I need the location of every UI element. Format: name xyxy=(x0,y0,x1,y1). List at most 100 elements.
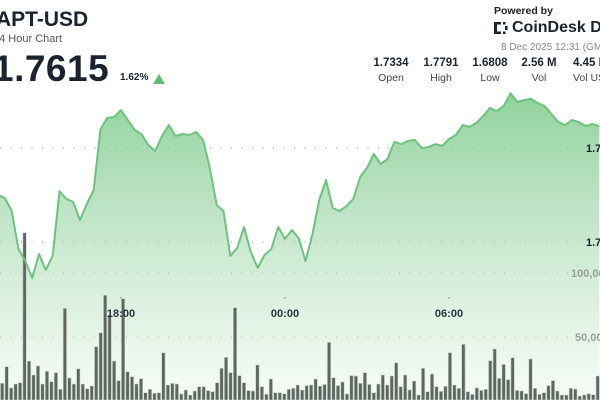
volume-bar xyxy=(36,365,40,400)
volume-bar xyxy=(501,364,506,400)
volume-bar xyxy=(586,393,591,400)
volume-bar xyxy=(152,392,157,400)
volume-axis-label: 50,000 xyxy=(575,332,600,344)
volume-bar xyxy=(22,232,27,400)
volume-bar xyxy=(44,370,49,400)
volume-bar xyxy=(456,387,461,400)
volume-bar xyxy=(425,391,430,400)
volume-bar xyxy=(89,385,94,400)
volume-bar xyxy=(147,388,152,400)
volume-bar xyxy=(300,389,305,400)
stat-label: Low xyxy=(480,72,500,84)
volume-bar xyxy=(380,374,385,400)
volume-bar xyxy=(519,390,524,400)
volume-bar xyxy=(156,392,161,400)
volume-bar xyxy=(107,314,112,400)
volume-bar xyxy=(116,380,121,400)
volume-bar xyxy=(533,387,538,400)
volume-bar xyxy=(197,386,202,400)
volume-bar xyxy=(474,387,479,400)
volume-bar xyxy=(112,360,117,400)
volume-bar xyxy=(403,374,408,400)
volume-bar xyxy=(322,384,327,400)
stat-vol-usd: 4.45 M Vol USD xyxy=(573,57,600,84)
volume-axis-label: 100,000 xyxy=(571,268,600,280)
volume-bar xyxy=(228,372,233,400)
volume-bar xyxy=(304,385,309,400)
volume-bar xyxy=(98,332,103,400)
volume-bar xyxy=(488,360,493,400)
volume-bar xyxy=(233,307,238,400)
volume-bar xyxy=(250,390,255,400)
x-axis-label: 18:00 xyxy=(107,308,135,320)
volume-bar xyxy=(9,387,14,400)
volume-bar xyxy=(85,388,90,400)
volume-bar xyxy=(550,380,555,400)
volume-bar xyxy=(577,395,582,400)
volume-bar xyxy=(210,391,215,400)
volume-bar xyxy=(71,383,76,400)
stat-value: 1.7791 xyxy=(423,57,459,69)
volume-bar xyxy=(421,367,426,400)
volume-bar xyxy=(331,377,336,400)
stat-label: Open xyxy=(378,72,404,84)
volume-bar xyxy=(447,352,452,400)
volume-bar xyxy=(358,382,363,400)
volume-bar xyxy=(412,380,417,400)
volume-bar xyxy=(443,385,448,400)
volume-bar xyxy=(439,390,443,400)
volume-bar xyxy=(165,384,170,400)
stat-label: Vol USD xyxy=(573,72,600,84)
volume-bar xyxy=(273,392,278,400)
chart-period: 24 Hour Chart xyxy=(0,33,63,45)
volume-bar xyxy=(18,382,23,400)
volume-bar xyxy=(353,375,358,400)
volume-bar xyxy=(582,394,587,400)
volume-bar xyxy=(497,377,502,400)
volume-bar xyxy=(506,379,511,400)
powered-by: Powered by xyxy=(494,5,553,17)
volume-bar xyxy=(349,375,354,400)
volume-bar xyxy=(389,375,394,400)
volume-bar xyxy=(452,384,457,400)
volume-bar xyxy=(286,388,291,400)
volume-bar xyxy=(237,375,242,400)
volume-bar xyxy=(461,343,466,400)
volume-bar xyxy=(264,393,269,400)
volume-bar xyxy=(192,390,197,400)
volume-bar xyxy=(201,386,206,400)
volume-bar xyxy=(40,383,45,400)
volume-bar xyxy=(318,385,323,400)
volume-bar xyxy=(434,386,439,400)
current-price: 1.7615 xyxy=(0,48,110,89)
volume-bar xyxy=(31,374,36,400)
volume-bar xyxy=(170,382,175,400)
volume-bar xyxy=(371,392,376,400)
stat-vol: 2.56 M Vol xyxy=(509,57,569,84)
volume-bar xyxy=(67,377,72,400)
volume-bar xyxy=(224,356,229,400)
volume-bar xyxy=(219,367,224,400)
volume-bar xyxy=(188,394,193,400)
volume-bar xyxy=(492,348,497,400)
stat-label: Vol xyxy=(531,72,547,84)
volume-bar xyxy=(134,383,139,400)
coindesk-logo-icon xyxy=(494,22,508,34)
volume-bar xyxy=(416,394,421,400)
volume-bar xyxy=(27,360,32,400)
volume-bar xyxy=(537,393,542,400)
volume-bar xyxy=(139,378,143,400)
volume-bar xyxy=(241,382,246,400)
volume-bar xyxy=(327,342,332,400)
volume-bar xyxy=(268,378,273,400)
volume-bar xyxy=(80,383,85,400)
x-axis-label: 00:00 xyxy=(271,308,299,320)
volume-bar xyxy=(58,388,63,400)
volume-bar xyxy=(479,390,484,400)
volume-bar xyxy=(125,371,130,400)
stat-value: 2.56 M xyxy=(521,57,557,69)
up-arrow-icon xyxy=(153,74,165,84)
timestamp: 8 Dec 2025 12:31 (GMT) xyxy=(501,42,600,53)
volume-bar xyxy=(295,384,300,400)
volume-bar xyxy=(174,383,179,400)
